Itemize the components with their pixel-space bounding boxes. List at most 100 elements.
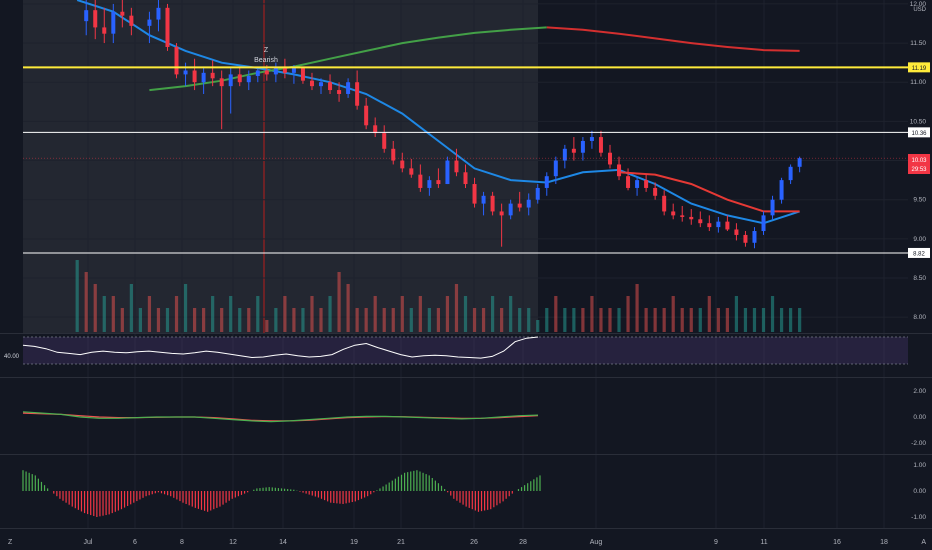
price-tick-label: 9.50	[913, 197, 926, 204]
candle-body	[346, 82, 351, 94]
volume-bar	[418, 296, 422, 332]
time-tick-label: 11	[760, 539, 767, 546]
volume-bar	[509, 296, 513, 332]
volume-bar	[671, 296, 675, 332]
candle-body	[698, 219, 703, 224]
volume-bar	[111, 296, 115, 332]
candle-body	[734, 229, 739, 235]
candle-body	[210, 72, 215, 79]
volume-bar	[500, 308, 504, 332]
price-tick-label: 8.50	[913, 275, 926, 282]
time-tick-label: Jul	[84, 539, 93, 546]
candle-body	[328, 82, 333, 91]
volume-bar	[247, 308, 251, 332]
volume-bar	[698, 308, 702, 332]
price-tick-label: 12.00	[910, 1, 927, 8]
time-tick-label: 9	[714, 539, 718, 546]
volume-bar	[337, 272, 341, 332]
candle-body	[93, 10, 98, 28]
candle-body	[580, 140, 585, 153]
candle-body	[255, 70, 260, 76]
moving-average-line	[149, 26, 547, 92]
volume-bar	[599, 308, 603, 332]
currency-label: USD	[913, 7, 926, 13]
volume-bar	[572, 308, 576, 332]
candle-body	[662, 195, 667, 212]
volume-bar	[716, 308, 720, 332]
volume-bar	[165, 308, 170, 332]
volume-bar	[798, 308, 802, 332]
candle-body	[409, 168, 414, 175]
level-price-badge	[908, 247, 930, 258]
candle-body	[418, 174, 423, 188]
rsi-value-label: 40.00	[4, 354, 20, 360]
time-tick-label: 18	[880, 539, 888, 546]
candle-body	[391, 148, 396, 161]
rsi-pane	[22, 336, 539, 359]
candle-body	[291, 68, 296, 73]
volume-bar	[662, 308, 666, 332]
volume-bar	[382, 308, 386, 332]
oscillator-tick-label: -1.00	[911, 514, 926, 521]
candle-body	[436, 180, 441, 185]
volume-bar	[373, 296, 377, 332]
volume-bar	[310, 296, 314, 332]
volume-bar	[725, 308, 729, 332]
price-tick-label: 10.50	[910, 118, 927, 125]
candle-body	[617, 164, 622, 177]
timezone-icon[interactable]: Z	[8, 539, 13, 546]
volume-bar	[635, 284, 639, 332]
candle-body	[635, 180, 640, 188]
price-candles[interactable]	[84, 0, 802, 249]
auto-scale-button[interactable]: A	[921, 539, 926, 546]
moving-average-line	[546, 26, 800, 52]
candle-body	[319, 82, 324, 87]
pattern-label: Bearish	[254, 57, 278, 64]
volume-bar	[689, 308, 693, 332]
volume-bar	[617, 308, 621, 332]
volume-bar	[527, 308, 531, 332]
candle-body	[355, 82, 360, 106]
volume-bar	[445, 296, 450, 332]
macd-pane: 2.00 0.00 -2.00	[22, 388, 926, 447]
volume-bar	[481, 308, 486, 332]
candle-body	[129, 15, 134, 26]
candle-body	[400, 160, 405, 169]
time-tick-label: 21	[397, 539, 405, 546]
volume-bar	[779, 308, 784, 332]
moving-average-line	[618, 171, 800, 213]
date-range-highlight	[23, 0, 538, 333]
volume-bar	[545, 308, 549, 332]
candle-body	[788, 166, 793, 181]
price-tick-label: 11.50	[910, 40, 926, 47]
volume-bar	[761, 308, 766, 332]
macd-tick-label: 0.00	[913, 414, 926, 421]
volume-bar	[653, 308, 657, 332]
volume-bar	[743, 308, 748, 332]
volume-bar	[346, 284, 350, 332]
volume-bar	[770, 296, 775, 332]
candle-body	[589, 137, 594, 141]
candle-body	[779, 180, 784, 200]
level-price-label: 11.19	[912, 66, 927, 72]
volume-bar	[608, 308, 612, 332]
candle-body	[454, 160, 459, 173]
candle-body	[752, 231, 757, 243]
volume-bar	[183, 284, 188, 332]
candle-body	[219, 78, 224, 87]
time-axis[interactable]: Jul 6 8 12 14 19 21 26 28 Aug 9 11 16 18	[84, 539, 888, 546]
level-price-label: 8.82	[913, 251, 925, 257]
candle-body	[273, 66, 278, 75]
volume-bar	[211, 296, 215, 332]
candle-body	[337, 90, 342, 94]
oscillator-tick-label: 1.00	[913, 462, 926, 469]
candle-body	[481, 195, 486, 204]
volume-bar	[454, 284, 459, 332]
candle-body	[201, 72, 206, 83]
candle-body	[598, 137, 603, 153]
candle-body	[309, 80, 314, 87]
candle-body	[102, 27, 107, 34]
horizontal-levels[interactable]: 11.19 10.36 8.82	[23, 62, 930, 258]
candle-body	[607, 152, 612, 165]
